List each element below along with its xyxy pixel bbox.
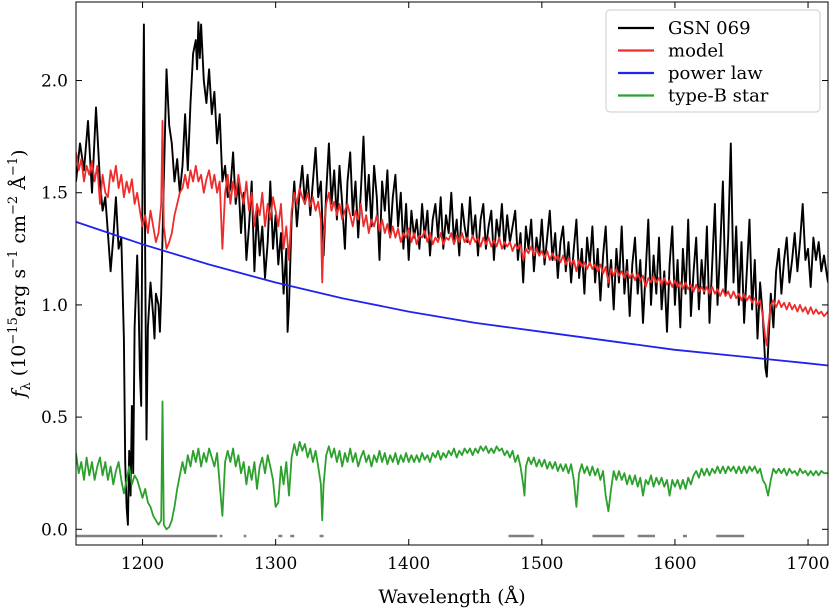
series-layer — [76, 21, 828, 531]
legend-label: model — [668, 41, 724, 62]
y-tick-label: 1.5 — [41, 184, 68, 204]
x-tick-label: 1200 — [121, 554, 164, 574]
legend-label: type-B star — [668, 86, 769, 107]
series-line-power-law — [76, 221, 828, 367]
x-tick-label: 1600 — [653, 554, 696, 574]
y-label-close: ) — [8, 149, 30, 156]
plot-frame — [75, 1, 829, 546]
x-tick-label: 1500 — [520, 554, 563, 574]
y-label-unit1: erg s — [8, 269, 30, 317]
y-tick-label: 0.5 — [41, 408, 68, 428]
legend-label: power law — [668, 63, 763, 84]
x-tick-label: 1300 — [254, 554, 297, 574]
y-tick-label: 1.0 — [41, 296, 68, 316]
series-line-gsn-069 — [76, 21, 828, 526]
legend-label: GSN 069 — [668, 18, 751, 39]
x-tick-label: 1700 — [786, 554, 829, 574]
series-line-type-b-star — [76, 400, 828, 531]
y-label-open: (10 — [8, 345, 30, 383]
tick-labels: 1200 1300 1400 1500 1600 1700 0.0 0.5 1.0 1.5 2.0 — [41, 72, 830, 574]
y-label-exp3: −2 — [6, 196, 21, 215]
tick-marks — [76, 2, 828, 545]
y-label-sub: λ — [19, 382, 34, 390]
y-axis-label: fλ (10−15erg s−1 cm−2 Å−1) — [6, 149, 34, 399]
x-tick-label: 1400 — [387, 554, 430, 574]
x-axis-label: Wavelength (Å) — [378, 586, 525, 608]
y-label-exp4: −1 — [6, 157, 21, 176]
y-label-symbol: f — [8, 388, 30, 400]
y-label-exp2: −1 — [6, 250, 21, 269]
y-label-unit2: cm — [8, 215, 30, 250]
y-tick-label: 2.0 — [41, 72, 68, 92]
legend-box — [605, 9, 821, 113]
y-label-exp1: −15 — [6, 317, 21, 344]
y-label-unit3: Å — [8, 176, 30, 196]
series-line-model — [76, 120, 828, 347]
y-tick-label: 0.0 — [41, 520, 68, 540]
